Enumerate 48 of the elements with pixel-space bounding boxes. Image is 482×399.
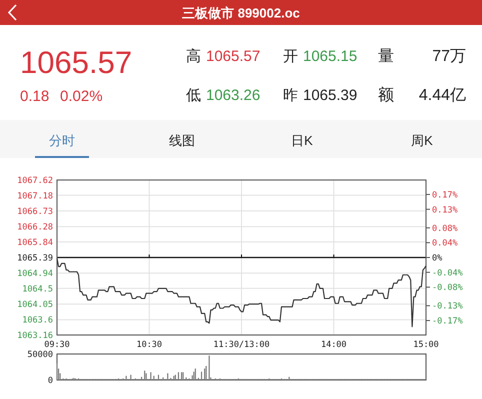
text: 分时 [49, 133, 75, 148]
x-tick-label: 10:30 [136, 340, 162, 350]
text: 量 [378, 48, 394, 65]
y-tick-label: 1065.39 [17, 254, 53, 264]
y2-tick-label: 0% [432, 254, 442, 264]
y-tick-label: 1064.94 [17, 269, 53, 280]
y2-tick-label: -0.13% [432, 302, 463, 312]
text: 昨 [283, 87, 298, 104]
text: 0.02% [60, 88, 103, 105]
text: 低 [186, 87, 201, 104]
y-tick-label: 1063.16 [17, 331, 53, 341]
text: 1063.26 [206, 87, 260, 104]
y-tick-label: 1064.05 [17, 300, 53, 310]
text: 额 [378, 86, 394, 104]
y2-tick-label: -0.04% [432, 268, 463, 278]
y-tick-label: 1066.28 [17, 222, 53, 233]
y-tick-label: 1063.6 [22, 316, 53, 326]
text: 线图 [169, 133, 195, 148]
y2-tick-label: -0.17% [432, 316, 463, 327]
y-tick-label: 1067.18 [17, 191, 53, 202]
text: 日K [291, 133, 314, 148]
y-tick-label: 50000 [27, 350, 53, 360]
line-series [56, 258, 427, 328]
text: 三板做市 899002.oc [182, 6, 300, 20]
y-tick-label: 1065.84 [17, 238, 53, 248]
x-tick-label: 09:30 [44, 340, 70, 350]
y2-tick-label: -0.08% [432, 283, 463, 294]
y2-tick-label: 0.17% [432, 190, 458, 200]
y-tick-label: 1066.73 [17, 206, 53, 217]
x-tick-label: 15:00 [413, 340, 439, 350]
text: 1065.57 [20, 45, 132, 80]
text: 开 [283, 48, 298, 65]
text: 0.18 [20, 88, 50, 105]
text: 1065.15 [303, 48, 358, 65]
text: 4.44亿 [418, 87, 466, 104]
x-tick-label: 14:00 [320, 340, 347, 350]
text: 77万 [432, 48, 466, 65]
x-tick-label: 11:30/13:00 [213, 340, 270, 350]
y-tick-label: 1064.5 [22, 284, 53, 294]
y-tick-label: 1067.62 [17, 176, 53, 186]
y2-tick-label: 0.13% [432, 205, 458, 216]
text: 高 [186, 48, 201, 65]
text: 1065.57 [206, 48, 260, 65]
y2-tick-label: 0.04% [432, 238, 458, 249]
y-tick-label: 0 [48, 376, 53, 386]
text: 周K [411, 133, 434, 148]
y2-tick-label: 0.08% [432, 224, 458, 234]
text: 1065.39 [303, 87, 358, 104]
